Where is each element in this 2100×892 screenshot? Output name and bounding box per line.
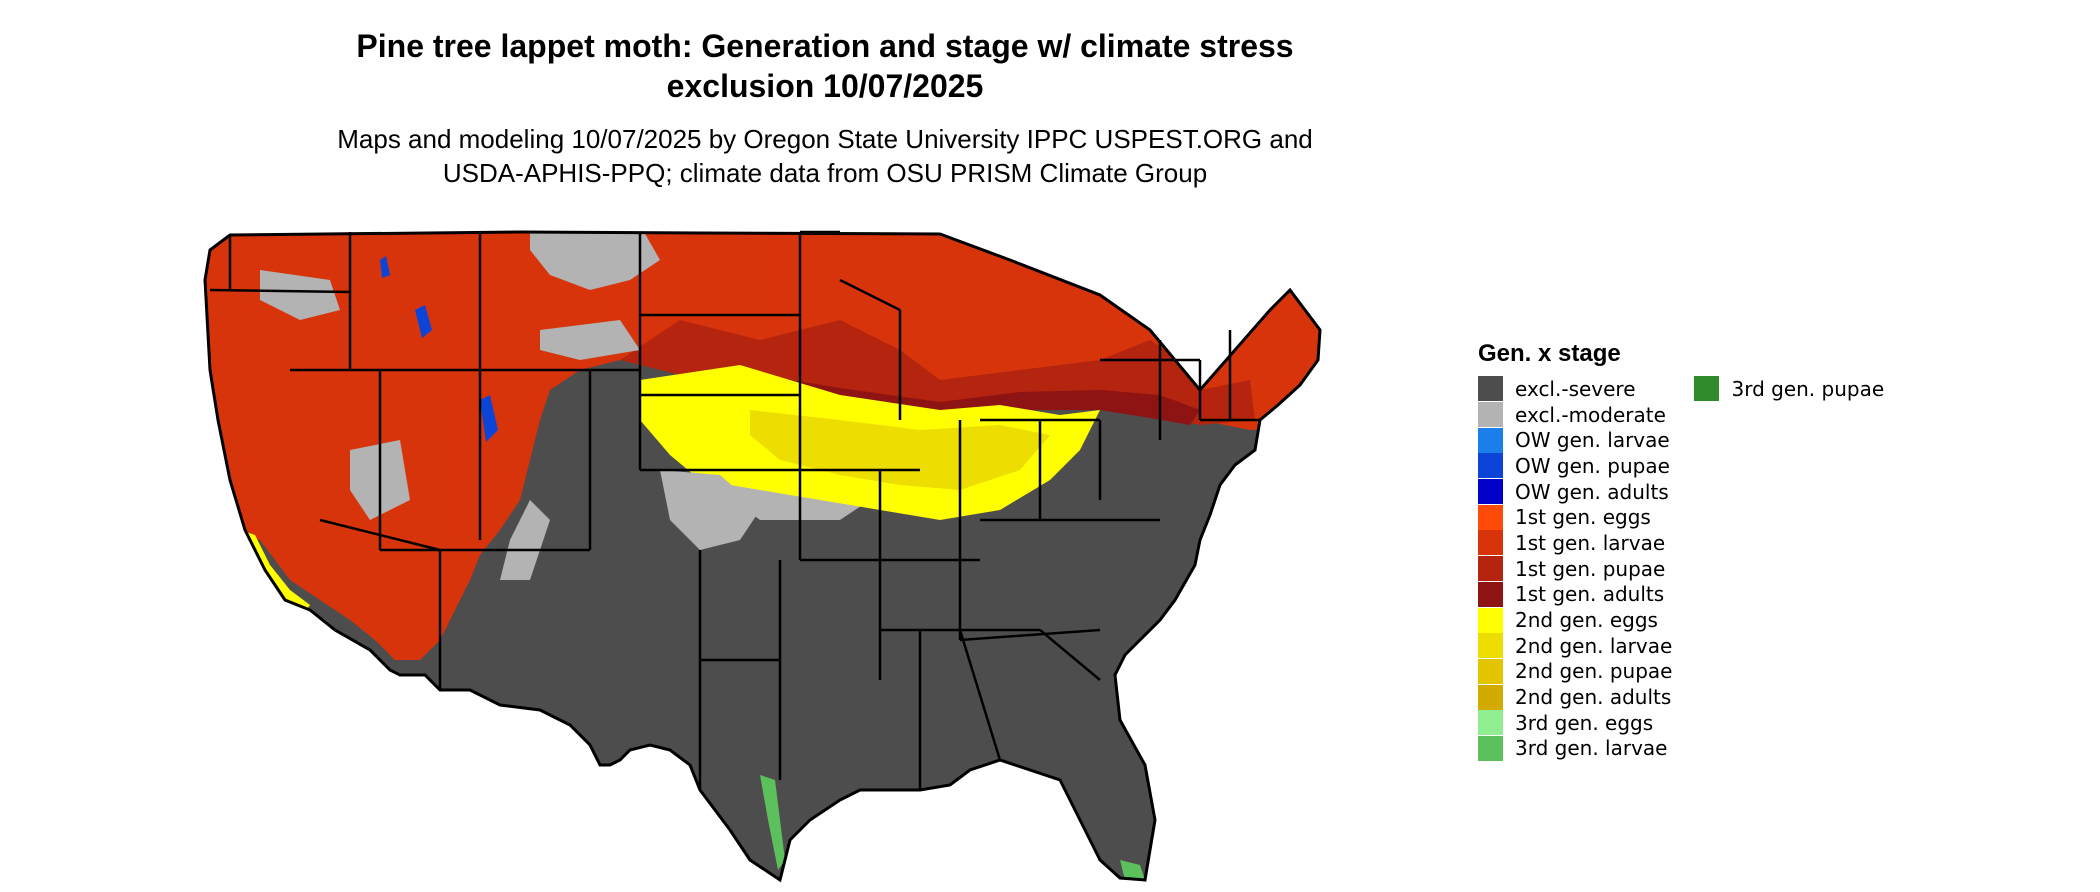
legend-label: 2nd gen. adults [1515, 685, 1672, 710]
legend-label: 1st gen. adults [1515, 582, 1665, 607]
legend-label: excl.-severe [1515, 376, 1636, 401]
legend-item: OW gen. pupae [1478, 453, 1672, 479]
legend-item: 1st gen. adults [1478, 581, 1672, 608]
state-borders [209, 230, 1260, 790]
region-ow-pupae [380, 256, 498, 442]
legend-label: 2nd gen. eggs [1515, 608, 1658, 633]
legend-item: 3rd gen. larvae [1478, 735, 1672, 762]
subtitle-line-1: Maps and modeling 10/07/2025 by Oregon S… [337, 124, 1313, 154]
legend-column: 3rd gen. pupae [1694, 376, 1884, 761]
legend-label: 1st gen. eggs [1515, 505, 1651, 530]
us-outline [203, 230, 1322, 883]
legend-item: 2nd gen. adults [1478, 684, 1672, 710]
title-line-1: Pine tree lappet moth: Generation and st… [356, 28, 1294, 64]
legend-item: excl.-severe [1478, 376, 1672, 402]
legend-label: 3rd gen. eggs [1515, 710, 1654, 735]
legend-swatch [1478, 427, 1503, 453]
legend-swatch [1478, 556, 1503, 582]
legend-item: 1st gen. eggs [1478, 504, 1672, 530]
legend-swatch [1694, 376, 1720, 402]
legend-item: 1st gen. larvae [1478, 530, 1672, 556]
legend-label: 1st gen. larvae [1515, 530, 1666, 555]
legend-swatch [1478, 402, 1503, 428]
legend-swatch [1478, 684, 1503, 710]
legend-item: 2nd gen. larvae [1478, 633, 1672, 659]
legend-item: excl.-moderate [1478, 402, 1672, 428]
legend-swatch [1478, 607, 1503, 633]
legend-swatch [1478, 633, 1503, 659]
legend-swatch [1478, 581, 1503, 607]
legend-item: OW gen. larvae [1478, 427, 1672, 453]
legend-columns: excl.-severe excl.-moderate OW gen. larvae… [1478, 376, 1884, 761]
legend-label: OW gen. adults [1515, 479, 1669, 504]
legend-swatch [1478, 504, 1503, 530]
region-moderate-south [660, 470, 760, 550]
legend-label: OW gen. pupae [1515, 453, 1670, 478]
legend-swatch [1478, 453, 1503, 479]
legend-label: 2nd gen. pupae [1515, 659, 1673, 684]
legend-item: 2nd gen. pupae [1478, 658, 1673, 685]
legend-title: Gen. x stage [1478, 340, 1621, 367]
legend-label: 3rd gen. pupae [1731, 376, 1885, 401]
legend-swatch [1478, 530, 1503, 556]
legend-swatch [1478, 735, 1503, 761]
legend-label: excl.-moderate [1515, 402, 1666, 427]
legend-swatch [1478, 658, 1503, 684]
legend-swatch [1478, 710, 1503, 736]
title-line-2: exclusion 10/07/2025 [666, 68, 984, 104]
subtitle-line-2: USDA-APHIS-PPQ; climate data from OSU PR… [442, 158, 1208, 188]
region-gen1-larvae-north [205, 232, 1320, 660]
legend-item: OW gen. adults [1478, 479, 1672, 505]
us-map [203, 230, 1322, 883]
legend-swatch [1478, 376, 1503, 402]
legend-label: 3rd gen. larvae [1515, 736, 1668, 761]
region-gen1-adults [760, 375, 1200, 425]
map-subtitle: Maps and modeling 10/07/2025 by Oregon S… [230, 122, 1420, 190]
legend-item: 2nd gen. eggs [1478, 607, 1672, 633]
legend-item: 3rd gen. pupae [1694, 376, 1884, 402]
legend: Gen. x stage excl.-severe excl.-moderate O… [1478, 340, 1884, 761]
region-gen2-west-coast [240, 530, 310, 612]
legend-label: 1st gen. pupae [1515, 556, 1666, 581]
legend-item: 3rd gen. eggs [1478, 710, 1672, 736]
legend-item: 1st gen. pupae [1478, 556, 1672, 582]
region-moderate-west [260, 270, 410, 520]
map-title: Pine tree lappet moth: Generation and st… [230, 26, 1420, 106]
legend-label: 2nd gen. larvae [1515, 633, 1673, 658]
legend-column: excl.-severe excl.-moderate OW gen. larvae… [1478, 376, 1672, 761]
legend-swatch [1478, 479, 1503, 505]
legend-label: OW gen. larvae [1515, 428, 1670, 453]
